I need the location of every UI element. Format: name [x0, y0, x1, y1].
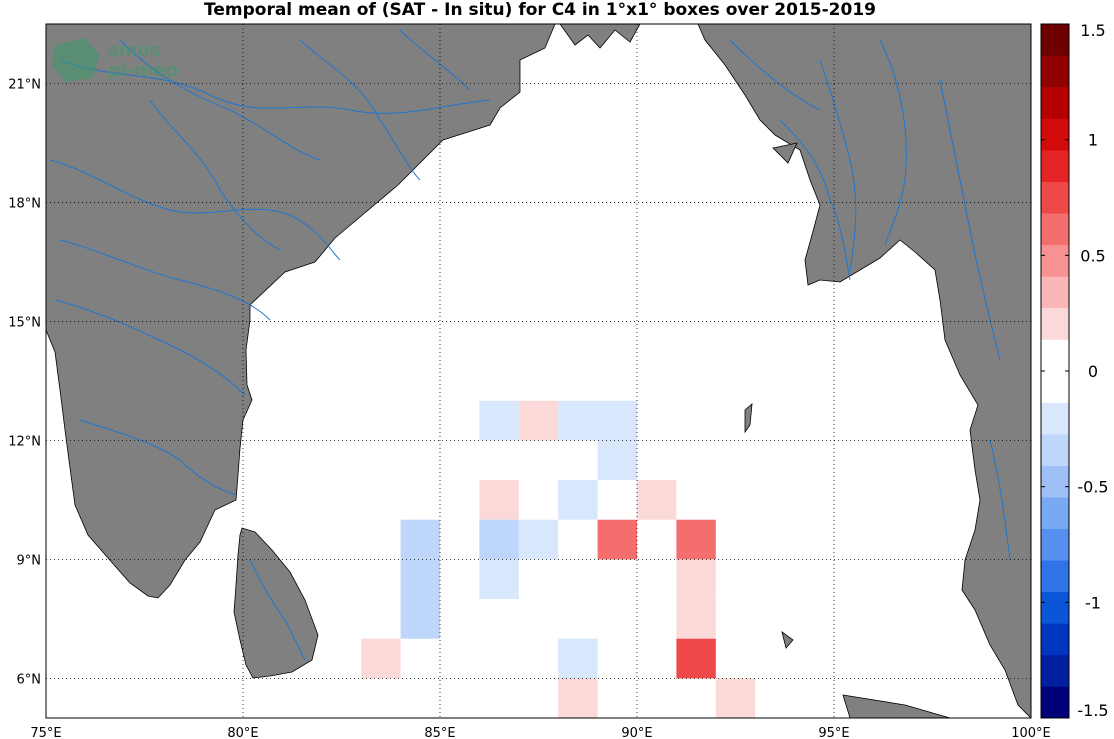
- colorbar-segment: [1041, 686, 1069, 719]
- colorbar-segment: [1041, 465, 1069, 498]
- heatmap-cell: [361, 638, 401, 679]
- colorbar-segment: [1041, 181, 1069, 214]
- rivers: [49, 29, 1011, 661]
- colorbar-segment: [1041, 118, 1069, 151]
- heatmap-cell: [558, 678, 598, 718]
- colorbar-segment: [1041, 591, 1069, 624]
- colorbar: [1040, 23, 1070, 719]
- lat-tick-label: 18°N: [8, 196, 41, 211]
- gridlines: [46, 24, 1031, 718]
- lat-tick-label: 15°N: [8, 315, 41, 330]
- colorbar-segment: [1041, 276, 1069, 309]
- heatmap-cell: [479, 400, 519, 441]
- colorbar-tick-label: 1: [1088, 131, 1098, 150]
- colorbar-segment: [1041, 402, 1069, 435]
- heatmap-cell: [400, 599, 440, 639]
- colorbar-segment: [1041, 87, 1069, 119]
- lon-axis: 75°E 80°E 85°E 90°E 95°E 100°E: [30, 726, 1050, 739]
- lon-tick-label: 80°E: [227, 726, 258, 739]
- land-island-1: [772, 142, 798, 164]
- heatmap-cell: [518, 400, 559, 441]
- land-sri-lanka: [233, 527, 319, 679]
- heatmap-cell: [676, 559, 716, 600]
- heatmap-cell: [597, 519, 637, 560]
- lat-tick-label: 9°N: [17, 553, 42, 568]
- lat-axis: 6°N 9°N 12°N 15°N 18°N 21°N: [8, 77, 41, 687]
- heatmap-cell: [558, 400, 598, 441]
- colorbar-segment: [1041, 528, 1069, 561]
- heatmap-cell: [400, 559, 440, 600]
- colorbar-tick-label: -0.5: [1077, 478, 1108, 497]
- land-island-3: [781, 631, 794, 649]
- colorbar-tick-label: -1: [1085, 593, 1101, 612]
- heatmap-cell: [558, 638, 598, 679]
- heatmap-cell: [479, 559, 519, 600]
- lat-tick-label: 12°N: [8, 434, 41, 449]
- lon-tick-label: 100°E: [1011, 726, 1051, 739]
- lon-tick-label: 75°E: [30, 726, 61, 739]
- heatmap-cell: [676, 599, 716, 639]
- colorbar-tick-label: 0.5: [1080, 246, 1105, 265]
- lat-tick-label: 21°N: [8, 77, 41, 92]
- heatmap-cell: [400, 519, 440, 560]
- land-sumatra: [842, 694, 951, 718]
- heatmap-cells: [361, 400, 756, 718]
- land-india: [46, 24, 556, 599]
- heatmap-cell: [637, 480, 677, 520]
- colorbar-segment: [1041, 150, 1069, 183]
- colorbar-segment: [1041, 623, 1069, 656]
- colorbar-tick-label: -1.5: [1077, 701, 1108, 720]
- heatmap-cell: [479, 519, 519, 560]
- watermark-line1: smos: [108, 40, 161, 61]
- colorbar-segment: [1041, 497, 1069, 530]
- watermark-line2: pi-mep: [108, 60, 178, 81]
- map-title: Temporal mean of (SAT - In situ) for C4 …: [204, 0, 876, 20]
- colorbar-segment: [1041, 213, 1069, 246]
- colorbar-ticks: -1.5 -1 -0.5 0 0.5 1 1.5: [1041, 21, 1109, 720]
- colorbar-tick-label: 0: [1088, 362, 1098, 381]
- heatmap-cell: [597, 440, 637, 481]
- colorbar-tick-label: 1.5: [1080, 21, 1105, 40]
- lon-tick-label: 85°E: [424, 726, 455, 739]
- heatmap-cell: [518, 519, 559, 560]
- watermark-logo: smos pi-mep: [52, 38, 178, 82]
- heatmap-cell: [676, 519, 716, 560]
- land-top-bits: [559, 24, 641, 49]
- map-frame: [45, 23, 1032, 719]
- colorbar-segment: [1041, 654, 1069, 687]
- heatmap-cell: [558, 480, 598, 520]
- land-myanmar-bangladesh: [697, 24, 1031, 718]
- colorbar-segment: [1041, 244, 1069, 277]
- colorbar-segment: [1041, 307, 1069, 340]
- heatmap-cell: [715, 678, 756, 718]
- land-island-2: [744, 403, 753, 434]
- colorbar-segment: [1041, 55, 1069, 88]
- lon-tick-label: 90°E: [621, 726, 652, 739]
- colorbar-segment: [1041, 560, 1069, 593]
- colorbar-segment: [1041, 339, 1069, 372]
- heatmap-cell: [597, 400, 637, 441]
- colorbar-segment: [1041, 24, 1069, 56]
- colorbar-segment: [1041, 371, 1069, 403]
- lat-tick-label: 6°N: [17, 672, 42, 687]
- heatmap-cell: [479, 480, 519, 520]
- lon-tick-label: 95°E: [818, 726, 849, 739]
- colorbar-segment: [1041, 434, 1069, 466]
- heatmap-cell: [676, 638, 716, 679]
